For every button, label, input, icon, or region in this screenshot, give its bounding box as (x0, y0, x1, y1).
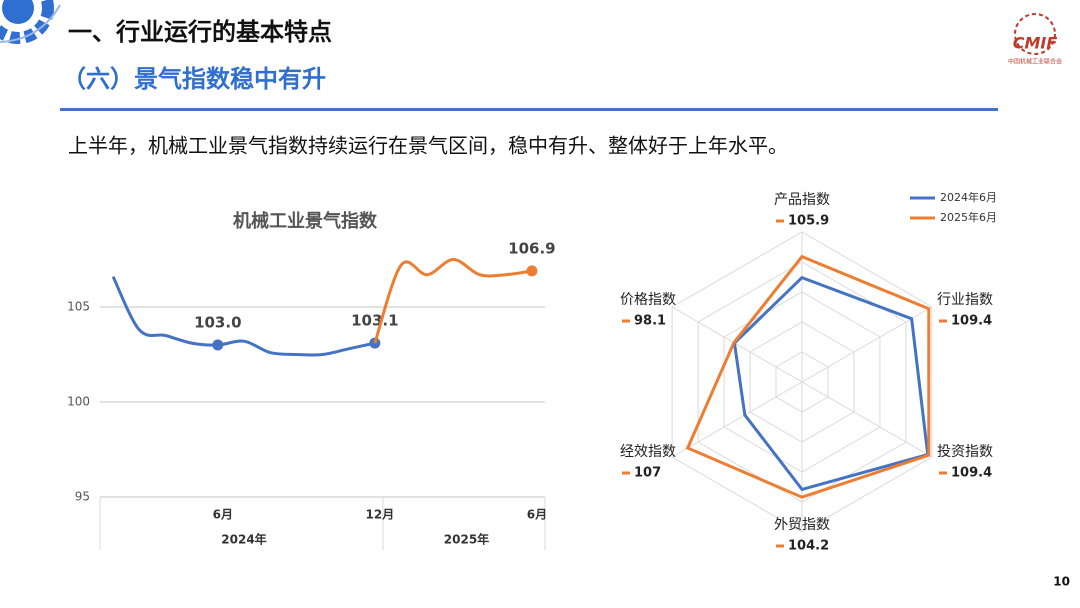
legend-label: 2025年6月 (940, 210, 997, 224)
line-series (373, 257, 533, 344)
logo: CMIF 中国机械工业联合会 (1008, 13, 1062, 66)
x-tick-label: 6月 (527, 508, 547, 522)
axis-label: 外贸指数 (774, 517, 830, 533)
x-group-label: 2024年 (221, 532, 266, 547)
y-tick-label: 95 (75, 490, 90, 504)
summary-text: 上半年，机械工业景气指数持续运行在景气区间，稳中有升、整体好于上年水平。 (68, 134, 788, 158)
divider (60, 108, 998, 111)
y-tick-label: 105 (67, 300, 90, 314)
y-tick-label: 100 (67, 395, 90, 409)
radar-spoke (801, 381, 933, 458)
line-series (111, 275, 376, 357)
data-label: 106.9 (508, 239, 555, 257)
data-label: 104.2 (788, 539, 829, 554)
point-marker (212, 339, 224, 351)
logo-text: 中国机械工业联合会 (1008, 58, 1062, 66)
data-label: 109.4 (951, 314, 992, 329)
radar-series (685, 254, 931, 499)
logo-gear (0, 0, 61, 44)
data-label: 109.4 (951, 466, 992, 481)
slide-title: 一、行业运行的基本特点 (68, 18, 332, 46)
data-label: 98.1 (634, 314, 666, 329)
data-label: 105.9 (788, 214, 829, 229)
axis-label: 行业指数 (937, 292, 993, 308)
radar-spoke (671, 306, 803, 383)
x-tick-label: 6月 (213, 508, 233, 522)
data-label: 107 (634, 466, 661, 481)
axis-label: 经效指数 (620, 444, 676, 460)
x-tick-label: 12月 (366, 508, 395, 522)
axis-label: 价格指数 (620, 292, 676, 308)
page-number: 10 (1053, 575, 1070, 589)
chart-title: 机械工业景气指数 (233, 210, 378, 232)
data-label: 103.0 (194, 314, 241, 332)
axis-label: 投资指数 (937, 444, 993, 460)
data-label: 103.1 (351, 312, 398, 330)
x-group-label: 2025年 (444, 532, 489, 547)
logo-mark: CMIF (1013, 34, 1058, 53)
point-marker (526, 265, 538, 277)
radar-spoke (671, 381, 803, 458)
legend-label: 2024年6月 (940, 190, 997, 204)
slide-subtitle: （六）景气指数稳中有升 (62, 65, 326, 93)
axis-label: 产品指数 (774, 192, 830, 208)
